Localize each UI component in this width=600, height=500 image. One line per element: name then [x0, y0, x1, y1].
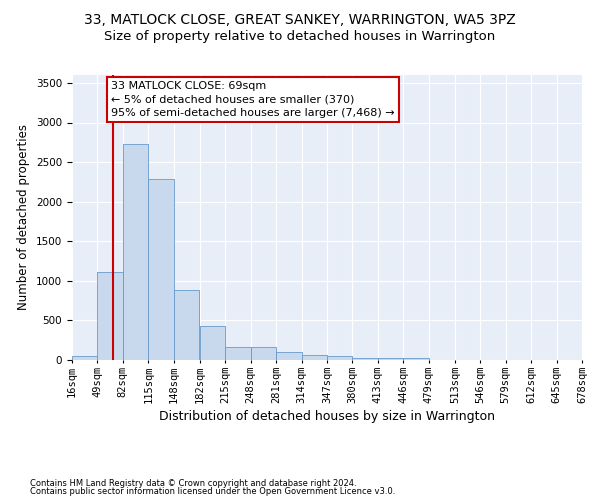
Bar — [226, 346, 251, 360]
Bar — [352, 358, 378, 360]
Text: Size of property relative to detached houses in Warrington: Size of property relative to detached ho… — [104, 30, 496, 43]
Bar — [72, 356, 97, 360]
Text: Contains HM Land Registry data © Crown copyright and database right 2024.: Contains HM Land Registry data © Crown c… — [30, 478, 356, 488]
Bar — [276, 352, 302, 360]
Bar — [302, 355, 327, 360]
Bar — [251, 346, 276, 360]
Bar — [123, 144, 148, 360]
Bar — [200, 326, 226, 360]
Bar — [148, 178, 173, 360]
Bar — [173, 290, 199, 360]
Bar — [97, 272, 123, 360]
Bar — [403, 358, 428, 360]
Text: 33, MATLOCK CLOSE, GREAT SANKEY, WARRINGTON, WA5 3PZ: 33, MATLOCK CLOSE, GREAT SANKEY, WARRING… — [84, 12, 516, 26]
Text: 33 MATLOCK CLOSE: 69sqm
← 5% of detached houses are smaller (370)
95% of semi-de: 33 MATLOCK CLOSE: 69sqm ← 5% of detached… — [111, 82, 395, 118]
Text: Contains public sector information licensed under the Open Government Licence v3: Contains public sector information licen… — [30, 487, 395, 496]
Bar — [378, 358, 403, 360]
Y-axis label: Number of detached properties: Number of detached properties — [17, 124, 31, 310]
Bar — [327, 356, 352, 360]
X-axis label: Distribution of detached houses by size in Warrington: Distribution of detached houses by size … — [159, 410, 495, 423]
